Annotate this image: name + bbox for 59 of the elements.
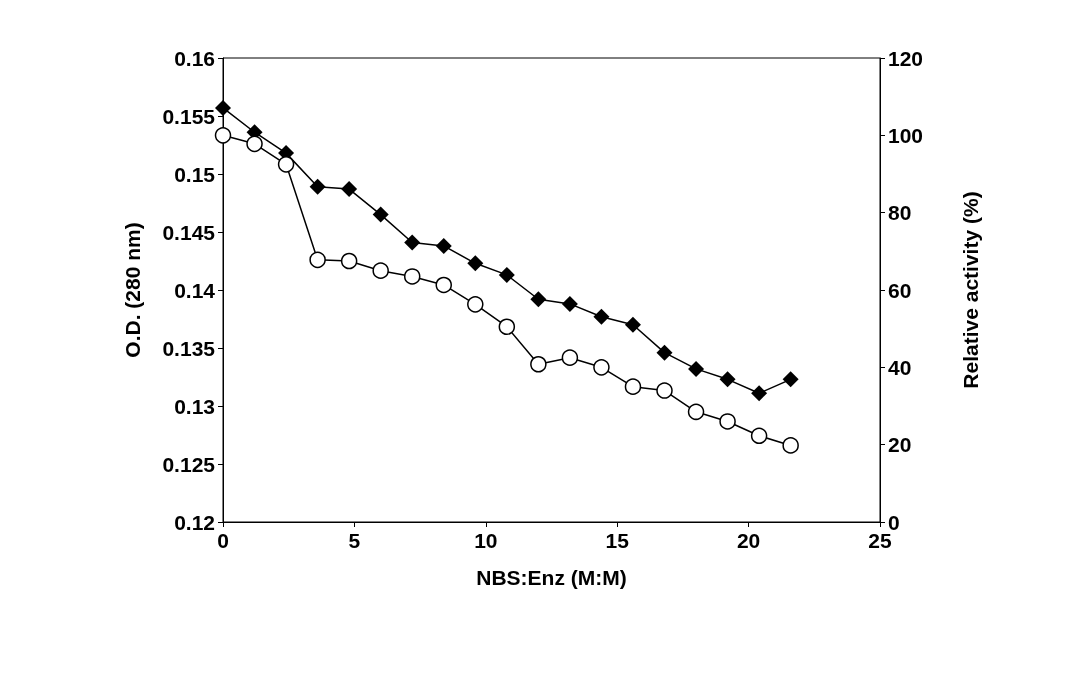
x-tick-label: 15 — [605, 529, 630, 552]
point — [498, 318, 516, 335]
y-tick-label: 0.135 — [162, 336, 216, 360]
point — [561, 349, 579, 366]
point — [372, 206, 389, 223]
y-tick-label: 0.16 — [174, 46, 215, 70]
point — [687, 403, 705, 421]
point — [782, 371, 799, 388]
point — [214, 127, 232, 144]
x-tick-label: 0 — [217, 529, 229, 552]
y-tick-label: 0.14 — [174, 278, 216, 302]
y2-axis-title: Relative activity (%) — [959, 191, 982, 389]
point — [688, 360, 705, 377]
point — [719, 413, 736, 430]
point — [656, 382, 673, 399]
point — [246, 135, 263, 153]
point — [309, 251, 326, 269]
point — [341, 181, 358, 198]
y2-tick-label: 80 — [888, 201, 912, 225]
y-tick-label: 0.155 — [162, 104, 216, 128]
y2-tick-label: 60 — [888, 278, 912, 302]
y-axis-title: O.D. (280 nm) — [121, 222, 144, 358]
point — [309, 178, 326, 195]
x-tick-label: 10 — [474, 529, 498, 552]
point — [624, 316, 641, 333]
point — [751, 385, 768, 402]
point — [467, 255, 484, 272]
point — [277, 156, 295, 173]
x-tick-label: 5 — [348, 529, 361, 552]
point — [530, 291, 547, 308]
y2-tick-label: 20 — [888, 433, 912, 457]
point — [530, 355, 547, 373]
point — [403, 268, 421, 285]
point — [656, 344, 673, 361]
point — [782, 437, 799, 454]
point — [750, 427, 768, 445]
y-tick-label: 0.15 — [174, 162, 216, 186]
point — [404, 234, 421, 251]
point — [498, 266, 515, 283]
point — [372, 262, 389, 279]
y2-tick-label: 40 — [888, 355, 912, 379]
y-tick-label: 0.13 — [174, 394, 215, 418]
x-axis-title: NBS:Enz (M:M) — [476, 566, 627, 589]
point — [435, 276, 452, 294]
point — [561, 295, 578, 312]
point — [624, 378, 642, 395]
point — [467, 296, 484, 313]
y2-tick-label: 120 — [888, 46, 924, 70]
point — [435, 237, 452, 254]
point — [215, 99, 231, 116]
y2-tick-label: 100 — [888, 123, 924, 147]
y-tick-label: 0.125 — [162, 452, 216, 476]
x-tick-label: 20 — [736, 529, 761, 552]
point — [719, 371, 736, 388]
point — [593, 359, 610, 376]
point — [340, 252, 358, 270]
y-tick-label: 0.145 — [162, 220, 216, 244]
y-tick-label: 0.12 — [174, 510, 215, 534]
point — [593, 308, 610, 325]
